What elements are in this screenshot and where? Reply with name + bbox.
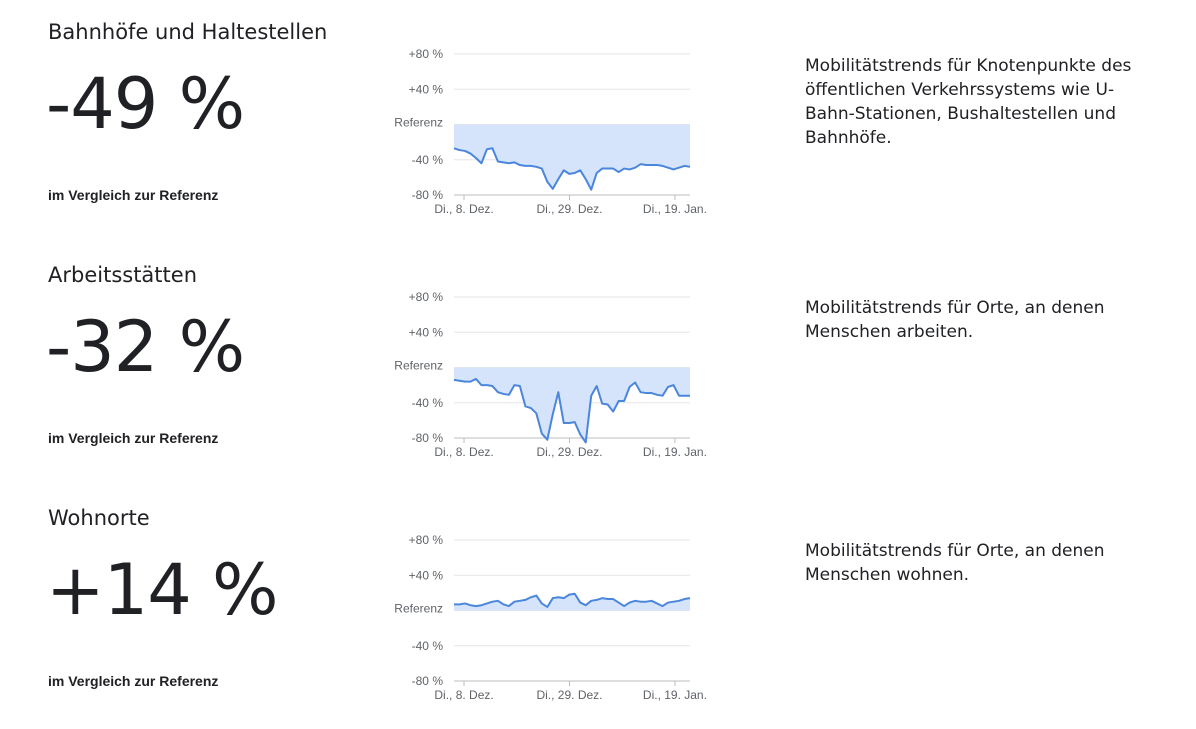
change-value: -32 %: [46, 306, 245, 388]
trend-chart: +80 % +40 % Referenz -40 % -80 %Di., 8. Dez.…: [394, 533, 707, 702]
x-tick-label: Di., 19. Jan.: [643, 688, 707, 702]
y-tick-label: -40 %: [412, 153, 444, 167]
x-tick-label: Di., 29. Dez.: [536, 688, 602, 702]
section-arbeitsstaetten: Arbeitsstätten -32 % im Vergleich zur Re…: [0, 243, 1196, 486]
section-bahnhoefe: Bahnhöfe und Haltestellen -49 % im Vergl…: [0, 0, 1196, 243]
y-tick-label: +80 %: [409, 47, 444, 61]
x-tick-label: Di., 19. Jan.: [643, 202, 707, 216]
y-tick-label: +40 %: [409, 325, 444, 339]
x-tick-label: Di., 29. Dez.: [536, 202, 602, 216]
series-line: [453, 147, 691, 191]
section-description: Mobilitätstrends für Knotenpunkte des öf…: [805, 56, 1132, 148]
series-line: [454, 592, 691, 608]
y-tick-label: Referenz: [394, 116, 443, 130]
section-description: Mobilitätstrends für Orte, an denen Mens…: [805, 298, 1105, 342]
compare-label: im Vergleich zur Referenz: [48, 673, 219, 689]
section-description: Mobilitätstrends für Orte, an denen Mens…: [805, 541, 1105, 585]
y-tick-label: +40 %: [409, 82, 444, 96]
y-tick-label: Referenz: [394, 359, 443, 373]
x-tick-label: Di., 19. Jan.: [643, 445, 707, 459]
x-tick-label: Di., 8. Dez.: [434, 445, 493, 459]
x-tick-label: Di., 8. Dez.: [434, 202, 493, 216]
y-tick-label: -40 %: [412, 396, 444, 410]
change-value: -49 %: [46, 63, 245, 145]
x-tick-label: Di., 29. Dez.: [536, 445, 602, 459]
y-tick-label: +80 %: [409, 290, 444, 304]
y-tick-label: -40 %: [412, 639, 444, 653]
trend-chart: +80 % +40 % Referenz -40 % -80 %Di., 8. Dez.…: [394, 47, 707, 216]
y-tick-label: -80 %: [412, 674, 444, 688]
compare-label: im Vergleich zur Referenz: [48, 187, 219, 203]
x-tick-label: Di., 8. Dez.: [434, 688, 493, 702]
y-tick-label: +80 %: [409, 533, 444, 547]
section-title: Bahnhöfe und Haltestellen: [48, 20, 328, 44]
y-tick-label: +40 %: [409, 568, 444, 582]
compare-label: im Vergleich zur Referenz: [48, 430, 219, 446]
series-line: [453, 377, 690, 444]
section-wohnorte: Wohnorte +14 % im Vergleich zur Referenz…: [0, 486, 1196, 729]
change-value: +14 %: [46, 549, 278, 631]
trend-chart: +80 % +40 % Referenz -40 % -80 %Di., 8. Dez.…: [394, 290, 707, 459]
section-title: Wohnorte: [48, 506, 150, 530]
y-tick-label: -80 %: [412, 188, 444, 202]
reference-area: [454, 124, 690, 190]
y-tick-label: -80 %: [412, 431, 444, 445]
reference-area: [454, 367, 690, 443]
y-tick-label: Referenz: [394, 602, 443, 616]
reference-area: [454, 593, 690, 611]
section-title: Arbeitsstätten: [48, 263, 197, 287]
